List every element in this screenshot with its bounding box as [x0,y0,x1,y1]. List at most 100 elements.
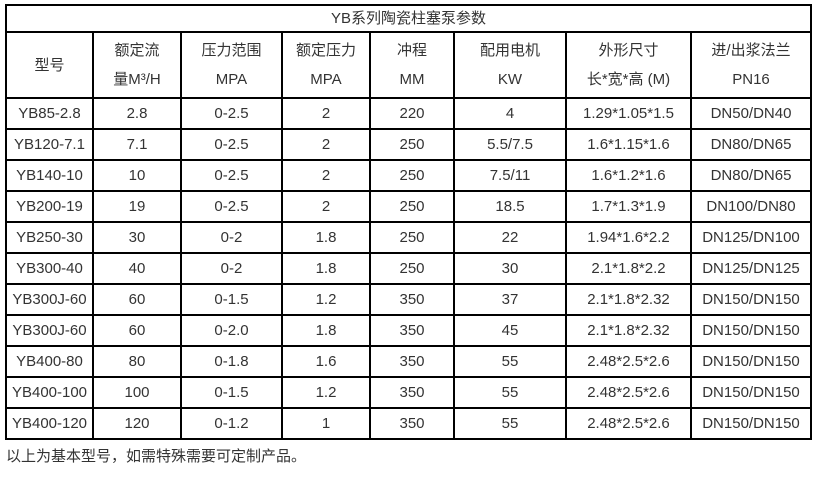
page: YB系列陶瓷柱塞泵参数 型号 额定流 量M³/H 压力范围 MPA 额定压力 MPA 冲程 MM… [0,4,814,494]
cell-rated-flow: 7.1 [92,128,182,161]
column-header-line2: MM [399,71,425,88]
cell-rated-pressure: 1.8 [281,252,371,285]
cell-motor-power: 37 [453,283,567,316]
table-row: YB400-120 120 0-1.2 1 350 55 2.48*2.5*2.6 DN150… [5,407,813,440]
column-header-line2: KW [497,71,523,88]
cell-model: YB200-19 [5,190,94,223]
cell-stroke: 250 [369,252,455,285]
column-header-line2: 量M³/H [113,71,161,88]
cell-dimensions: 1.29*1.05*1.5 [565,97,692,130]
cell-dimensions: 2.1*1.8*2.32 [565,314,692,347]
cell-rated-flow: 60 [92,314,182,347]
cell-flange: DN125/DN125 [689,252,813,285]
cell-rated-pressure: 1.8 [281,221,371,254]
cell-model: YB400-100 [5,376,94,409]
cell-rated-pressure: 2 [281,128,371,161]
table-row: YB200-19 19 0-2.5 2 250 18.5 1.7*1.3*1.9 DN100/… [5,190,813,223]
table-row: YB300J-60 60 0-2.0 1.8 350 45 2.1*1.8*2.32 DN15… [5,314,813,347]
column-header-line1: 额定流 [114,42,160,59]
cell-motor-power: 18.5 [453,190,567,223]
table-row: YB120-7.1 7.1 0-2.5 2 250 5.5/7.5 1.6*1.15*1.6… [5,128,813,161]
cell-dimensions: 1.6*1.2*1.6 [565,159,692,192]
table-row: YB140-10 10 0-2.5 2 250 7.5/11 1.6*1.2*1.6 DN80… [5,159,813,192]
cell-motor-power: 55 [453,407,567,440]
cell-stroke: 250 [369,190,455,223]
cell-rated-pressure: 2 [281,97,371,130]
cell-pressure-range: 0-1.5 [180,376,283,409]
cell-pressure-range: 0-2.5 [180,159,283,192]
cell-rated-pressure: 1.2 [281,283,371,316]
column-header-line1: 进/出浆法兰 [711,42,791,59]
column-header-6: 配用电机 KW [453,31,567,99]
cell-rated-flow: 100 [92,376,182,409]
cell-pressure-range: 0-1.8 [180,345,283,378]
cell-model: YB300-40 [5,252,94,285]
cell-motor-power: 22 [453,221,567,254]
cell-pressure-range: 0-2 [180,221,283,254]
table-row: YB400-100 100 0-1.5 1.2 350 55 2.48*2.5*2.6 DN1… [5,376,813,409]
cell-motor-power: 30 [453,252,567,285]
cell-flange: DN80/DN65 [689,159,813,192]
cell-model: YB250-30 [5,221,94,254]
cell-flange: DN150/DN150 [689,283,813,316]
column-header-7: 外形尺寸 长*宽*高 (M) [565,31,692,99]
column-header-2: 额定流量M³/H [92,31,182,99]
cell-dimensions: 2.48*2.5*2.6 [565,345,692,378]
cell-motor-power: 7.5/11 [453,159,567,192]
cell-stroke: 250 [369,159,455,192]
cell-model: YB85-2.8 [5,97,94,130]
column-header-4: 额定压力 MPA [281,31,371,99]
cell-rated-pressure: 1 [281,407,371,440]
header-row: 型号 额定流 量M³/H 压力范围 MPA 额定压力 MPA 冲程 MM 配用电机 KW 外形尺寸 长*… [5,31,813,99]
cell-motor-power: 55 [453,376,567,409]
column-header-line2: MPA [215,71,248,88]
cell-dimensions: 1.7*1.3*1.9 [565,190,692,223]
cell-rated-flow: 2.8 [92,97,182,130]
cell-flange: DN100/DN80 [689,190,813,223]
cell-motor-power: 55 [453,345,567,378]
cell-pressure-range: 0-2.5 [180,190,283,223]
cell-rated-pressure: 2 [281,190,371,223]
cell-pressure-range: 0-2 [180,252,283,285]
column-header-line1: 额定压力 [295,42,356,59]
cell-motor-power: 4 [453,97,567,130]
column-header-line1: 冲程 [396,42,427,59]
cell-motor-power: 45 [453,314,567,347]
cell-stroke: 350 [369,314,455,347]
cell-rated-flow: 10 [92,159,182,192]
cell-flange: DN50/DN40 [689,97,813,130]
cell-pressure-range: 0-2.0 [180,314,283,347]
cell-flange: DN150/DN150 [689,314,813,347]
table-row: YB400-80 80 0-1.8 1.6 350 55 2.48*2.5*2.6 DN150… [5,345,813,378]
cell-flange: DN80/DN65 [689,128,813,161]
cell-dimensions: 1.6*1.15*1.6 [565,128,692,161]
cell-dimensions: 1.94*1.6*2.2 [565,221,692,254]
cell-dimensions: 2.48*2.5*2.6 [565,376,692,409]
cell-rated-pressure: 1.6 [281,345,371,378]
cell-model: YB300J-60 [5,283,94,316]
cell-dimensions: 2.1*1.8*2.2 [565,252,692,285]
cell-model: YB400-80 [5,345,94,378]
footer-note: 以上为基本型号，如需特殊需要可定制产品。 [6,448,307,465]
cell-flange: DN125/DN100 [689,221,813,254]
cell-stroke: 350 [369,283,455,316]
cell-stroke: 250 [369,221,455,254]
cell-pressure-range: 0-2.5 [180,128,283,161]
cell-rated-pressure: 2 [281,159,371,192]
cell-rated-flow: 60 [92,283,182,316]
table-row: YB300-40 40 0-2 1.8 250 30 2.1*1.8*2.2 DN125/DN… [5,252,813,285]
cell-model: YB400-120 [5,407,94,440]
cell-rated-flow: 40 [92,252,182,285]
table-body: YB85-2.8 2.8 0-2.5 2 220 4 1.29*1.05*1.5 DN50/D… [5,97,813,440]
cell-stroke: 350 [369,345,455,378]
pump-spec-table: YB系列陶瓷柱塞泵参数 型号 额定流 量M³/H 压力范围 MPA 额定压力 MPA 冲程 MM… [4,4,813,440]
table-title-row: YB系列陶瓷柱塞泵参数 [4,4,813,33]
cell-flange: DN150/DN150 [689,407,813,440]
cell-pressure-range: 0-2.5 [180,97,283,130]
cell-stroke: 350 [369,407,455,440]
table-title: YB系列陶瓷柱塞泵参数 [4,4,813,33]
cell-pressure-range: 0-1.5 [180,283,283,316]
table-row: YB85-2.8 2.8 0-2.5 2 220 4 1.29*1.05*1.5 DN50/D… [5,97,813,130]
column-header-5: 冲程 MM [369,31,455,99]
cell-model: YB300J-60 [5,314,94,347]
